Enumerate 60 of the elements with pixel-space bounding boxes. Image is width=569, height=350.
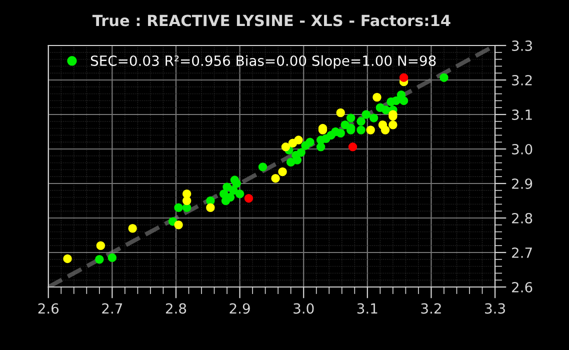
point [362, 110, 371, 119]
point [182, 196, 192, 206]
point [96, 241, 106, 250]
point [244, 194, 254, 203]
point [182, 189, 192, 198]
point [306, 138, 314, 146]
x-tick-label: 3.3 [485, 303, 505, 314]
point [386, 97, 396, 106]
y-tick-label: 3.1 [512, 109, 532, 120]
point [222, 182, 232, 192]
y-tick-label: 2.8 [512, 212, 532, 224]
x-tick-label: 2.6 [38, 303, 59, 314]
point [322, 134, 330, 144]
point [206, 203, 215, 212]
point [399, 96, 408, 106]
point [356, 126, 366, 134]
point [235, 189, 244, 198]
point [348, 142, 358, 152]
point [128, 224, 137, 233]
point [336, 108, 345, 118]
point [316, 142, 326, 152]
point [399, 73, 408, 82]
point [174, 220, 183, 230]
point [380, 126, 390, 134]
point [376, 103, 385, 112]
x-tick-label: 2.9 [230, 303, 250, 314]
point [108, 253, 117, 262]
y-tick-label: 2.7 [512, 247, 532, 258]
point [369, 114, 378, 122]
y-tick-label: 3.0 [512, 144, 532, 154]
point [294, 136, 303, 144]
point [95, 255, 104, 264]
x-tick-label: 3.1 [357, 303, 378, 314]
x-tick-label: 2.8 [166, 303, 186, 314]
point [281, 142, 290, 152]
point [356, 117, 366, 126]
y-tick-label: 3.3 [512, 40, 532, 51]
y-tick-label: 3.2 [512, 74, 532, 86]
point [278, 167, 287, 176]
point [440, 73, 448, 82]
point [296, 148, 306, 157]
point [271, 174, 280, 183]
legend-label: SEC=0.03 R²=0.956 Bias=0.00 Slope=1.00 N=98 [90, 55, 436, 69]
point [340, 120, 350, 130]
x-tick-label: 3.0 [294, 303, 314, 314]
point [346, 114, 356, 122]
chart-title: True : REACTIVE LYSINE - XLS - Factors:14 [92, 14, 450, 26]
x-tick-label: 3.2 [421, 303, 441, 314]
point [366, 126, 375, 134]
x-tick-label: 2.7 [102, 303, 122, 314]
y-tick-label: 2.9 [512, 178, 532, 189]
point [388, 120, 398, 130]
point [230, 176, 240, 184]
y-tick-label: 2.6 [512, 282, 532, 292]
point [174, 203, 183, 212]
point [258, 162, 268, 172]
point [63, 254, 72, 264]
point [331, 127, 340, 136]
point [286, 158, 296, 166]
point [372, 92, 382, 102]
